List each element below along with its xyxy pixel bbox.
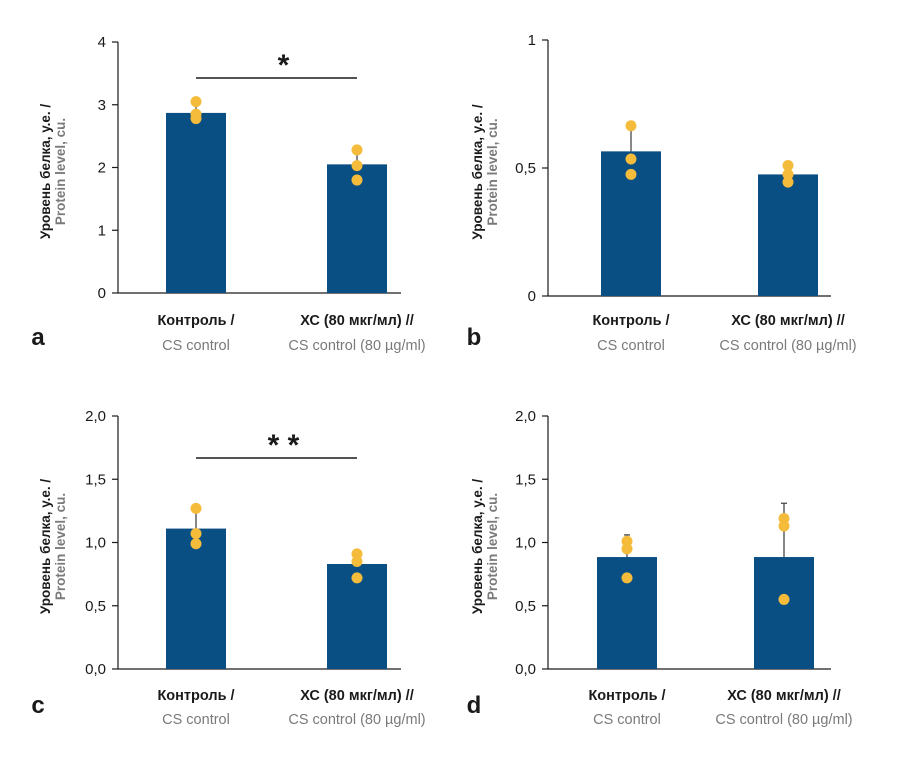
y-tick-label: 2,0 — [85, 408, 106, 425]
bar — [327, 164, 387, 293]
data-point — [190, 538, 202, 550]
y-axis-label: Уровень белка, у.е. / — [38, 479, 53, 614]
y-tick-label: 1,5 — [515, 471, 536, 488]
data-point — [351, 572, 363, 584]
x-category-sublabel: CS control (80 µg/ml) — [719, 338, 856, 354]
y-axis-label: Уровень белка, у.е. / — [38, 104, 53, 239]
y-tick-label: 1,0 — [515, 535, 536, 552]
data-point — [778, 520, 790, 532]
y-axis-sublabel: Protein level, cu. — [53, 493, 68, 600]
y-tick-label: 0 — [98, 285, 106, 302]
data-point — [782, 176, 794, 188]
x-category-label: Контроль / — [588, 688, 665, 704]
data-point — [625, 120, 637, 132]
data-point — [621, 535, 633, 547]
y-axis-sublabel: Protein level, cu. — [53, 118, 68, 225]
data-point — [190, 528, 202, 540]
y-tick-label: 0,5 — [515, 598, 536, 615]
panel-letter: c — [31, 692, 44, 719]
panel-c: 0,0 0,5 1,0 1,5 2,0 Контроль / CS control ХС (8… — [31, 408, 425, 728]
panel-letter: b — [467, 324, 482, 351]
x-category-sublabel: CS control (80 µg/ml) — [288, 338, 425, 354]
y-tick-label: 0,5 — [85, 598, 106, 615]
bar — [166, 112, 226, 293]
x-category-sublabel: CS control (80 µg/ml) — [288, 712, 425, 728]
x-category-label: Контроль / — [592, 313, 669, 329]
bar — [166, 528, 226, 669]
data-point — [351, 548, 363, 560]
x-category-sublabel: CS control — [162, 712, 230, 728]
data-point — [778, 512, 790, 524]
data-point — [778, 593, 790, 605]
y-axis-label: Уровень белка, у.е. / — [470, 104, 485, 239]
panel-letter: d — [467, 692, 482, 719]
data-point — [782, 168, 794, 180]
y-tick-label: 0,0 — [85, 661, 106, 678]
significance-marker: * — [278, 49, 290, 82]
data-point — [351, 555, 363, 567]
data-point — [625, 168, 637, 180]
panel-b: 0 0,5 1 Контроль / CS control ХС (80 мкг/мл) … — [467, 32, 857, 354]
data-point — [351, 144, 363, 156]
data-point — [621, 543, 633, 555]
data-point — [351, 174, 363, 186]
x-category-label: Контроль / — [157, 313, 234, 329]
x-category-sublabel: CS control — [162, 338, 230, 354]
x-category-sublabel: CS control — [597, 338, 665, 354]
y-tick-label: 2 — [98, 160, 106, 177]
y-tick-label: 1 — [528, 32, 536, 49]
data-point — [621, 572, 633, 584]
y-tick-label: 2,0 — [515, 408, 536, 425]
data-point — [782, 159, 794, 171]
y-tick-label: 3 — [98, 97, 106, 114]
data-point — [351, 160, 363, 172]
x-category-label: ХС (80 мкг/мл) // — [727, 688, 841, 704]
data-point — [190, 96, 202, 108]
y-axis-sublabel: Protein level, cu. — [485, 118, 500, 225]
x-category-sublabel: CS control (80 µg/ml) — [715, 712, 852, 728]
data-point — [190, 113, 202, 125]
x-category-label: ХС (80 мкг/мл) // — [300, 688, 414, 704]
panel-letter: a — [31, 324, 45, 351]
data-point — [190, 502, 202, 514]
y-tick-label: 1 — [98, 222, 106, 239]
y-tick-label: 0,5 — [515, 160, 536, 177]
y-tick-label: 0 — [528, 288, 536, 305]
y-tick-label: 0,0 — [515, 661, 536, 678]
y-tick-label: 4 — [98, 34, 106, 51]
y-tick-label: 1,0 — [85, 535, 106, 552]
bar — [754, 557, 814, 669]
bar — [758, 174, 818, 296]
y-axis-label: Уровень белка, у.е. / — [470, 479, 485, 614]
y-tick-label: 1,5 — [85, 471, 106, 488]
x-category-label: ХС (80 мкг/мл) // — [300, 313, 414, 329]
x-category-sublabel: CS control — [593, 712, 661, 728]
panel-d: 0,0 0,5 1,0 1,5 2,0 Контроль / CS control ХС (8… — [467, 408, 853, 728]
x-category-label: Контроль / — [157, 688, 234, 704]
significance-marker: * * — [268, 429, 300, 462]
data-point — [625, 153, 637, 165]
y-axis-sublabel: Protein level, cu. — [485, 493, 500, 600]
panel-a: 0 1 2 3 4 Контроль / CS control ХС (80 мкг/мл) … — [31, 34, 425, 354]
x-category-label: ХС (80 мкг/мл) // — [731, 313, 845, 329]
